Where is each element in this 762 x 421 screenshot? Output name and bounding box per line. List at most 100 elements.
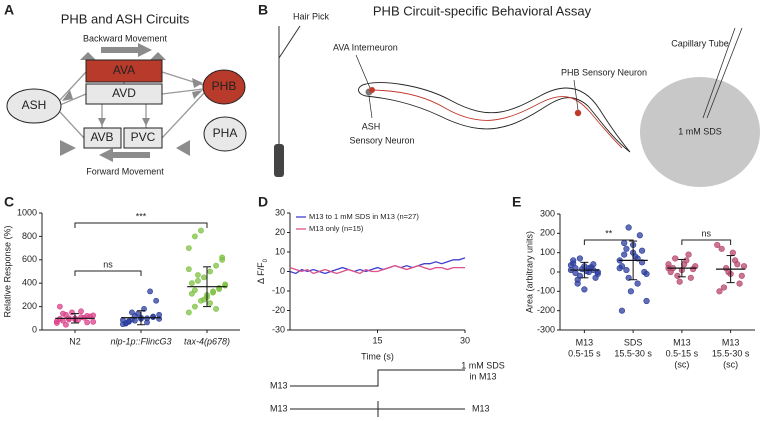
data-point [63,321,69,328]
data-point [729,249,736,256]
data-point [674,272,681,279]
y-tick-label: 600 [22,254,37,264]
data-point [56,303,63,310]
data-point [147,288,153,295]
node-label: ASH [22,98,47,112]
data-point [150,313,156,320]
node-label: AVB [90,130,113,144]
panel-letter: D [258,194,268,210]
y-tick-label: 200 [540,228,555,238]
significance-label: ** [605,228,613,238]
y-axis-label-main: Δ F/F [256,262,266,284]
hair-pick [278,25,301,146]
y-tick-label: 800 [22,231,37,241]
x-tick-label: SDS [624,337,643,347]
data-point [191,233,198,240]
y-axis-label: Relative Response (%) [2,225,12,317]
capillary-tube [702,27,743,119]
y-tick-label: -30 [272,324,285,334]
data-point [681,261,688,268]
y-tick-label: 100 [540,247,555,257]
panel-letter: A [4,2,14,18]
panel-title: PHB and ASH Circuits [61,11,190,26]
data-point [621,239,628,247]
data-point [672,255,679,262]
panel-letter: B [258,2,268,18]
node-label: AVA [113,63,135,77]
y-axis-label-sub: 0 [263,258,269,262]
data-point [740,263,748,270]
data-point [714,241,721,249]
data-point [201,274,207,281]
x-tick-label: (sc) [723,359,738,369]
significance-bracket [583,239,634,245]
label: M13 [472,403,490,413]
data-point [153,297,160,304]
x-tick-label: N2 [69,336,81,346]
data-point [623,266,630,274]
data-point [185,309,192,316]
data-point [621,251,628,258]
data-point [60,310,66,317]
node-box [85,83,163,105]
data-point [643,297,650,305]
label: M13 [270,380,288,390]
x-tick-label: tax-4(p678) [184,336,230,346]
data-point [219,254,226,261]
data-point [687,274,694,281]
y-axis-label: Δ F/F0 [256,258,268,284]
data-point [643,270,650,278]
label: in M13 [469,371,496,381]
data-point [185,266,192,273]
data-point [616,265,623,272]
legend-label: M13 only (n=15) [309,224,364,233]
y-tick-label: 10 [275,246,285,256]
label: ASH [362,121,381,131]
panel-title: PHB Circuit-specific Behavioral Assay [373,3,592,18]
node-box [83,127,122,149]
sds-drop [640,77,760,187]
data-point [636,232,643,239]
data-point [625,224,632,231]
y-tick-label: 300 [540,208,555,218]
significance-label: ns [103,259,113,269]
data-point [69,309,75,316]
data-point [618,307,626,314]
label: Sensory Neuron [349,135,414,145]
connections [59,52,206,156]
phb-neuron [574,109,582,117]
label: PHB Sensory Neuron [561,67,647,77]
data-point [195,272,201,278]
y-tick-label: 0 [280,266,285,276]
data-point [207,268,213,275]
x-tick-label: 30 [460,335,470,345]
x-tick-label: 0.5-15 s [568,348,601,358]
significance-bracket [74,270,142,276]
x-tick-label: (sc) [674,359,689,369]
data-point [191,287,198,294]
data-point [213,306,219,312]
arrow [101,43,152,57]
legend-label: M13 to 1 mM SDS in M13 (n=27) [309,212,419,221]
label: M13 [270,403,288,413]
data-point [90,312,97,319]
x-tick-label: nlp-1p::FlincG3 [110,336,171,346]
data-point [738,272,745,279]
x-tick-label: M13 [576,337,594,347]
data-point [623,245,630,252]
node-box [123,127,163,149]
data-point [185,245,192,251]
y-tick-label: 0 [32,324,37,334]
y-tick-label: -200 [537,305,555,315]
data-point [720,284,728,291]
y-tick-label: 1000 [17,207,37,217]
data-point [638,247,646,254]
data-point [676,278,683,285]
x-tick-label: M13 [722,337,740,347]
x-axis-label: Time (s) [361,351,394,361]
significance-bracket [74,222,208,228]
arrow [99,148,150,162]
label: AVA Interneuron [333,42,398,52]
node-label: PHA [213,126,238,140]
